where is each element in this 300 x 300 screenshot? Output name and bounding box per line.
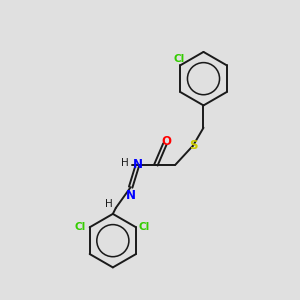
Text: Cl: Cl — [173, 54, 184, 64]
Text: H: H — [122, 158, 129, 168]
Text: Cl: Cl — [139, 222, 150, 232]
Text: Cl: Cl — [75, 222, 86, 232]
Text: O: O — [161, 135, 171, 148]
Text: S: S — [189, 139, 197, 152]
Text: N: N — [126, 189, 136, 202]
Text: H: H — [104, 200, 112, 209]
Text: N: N — [133, 158, 142, 171]
